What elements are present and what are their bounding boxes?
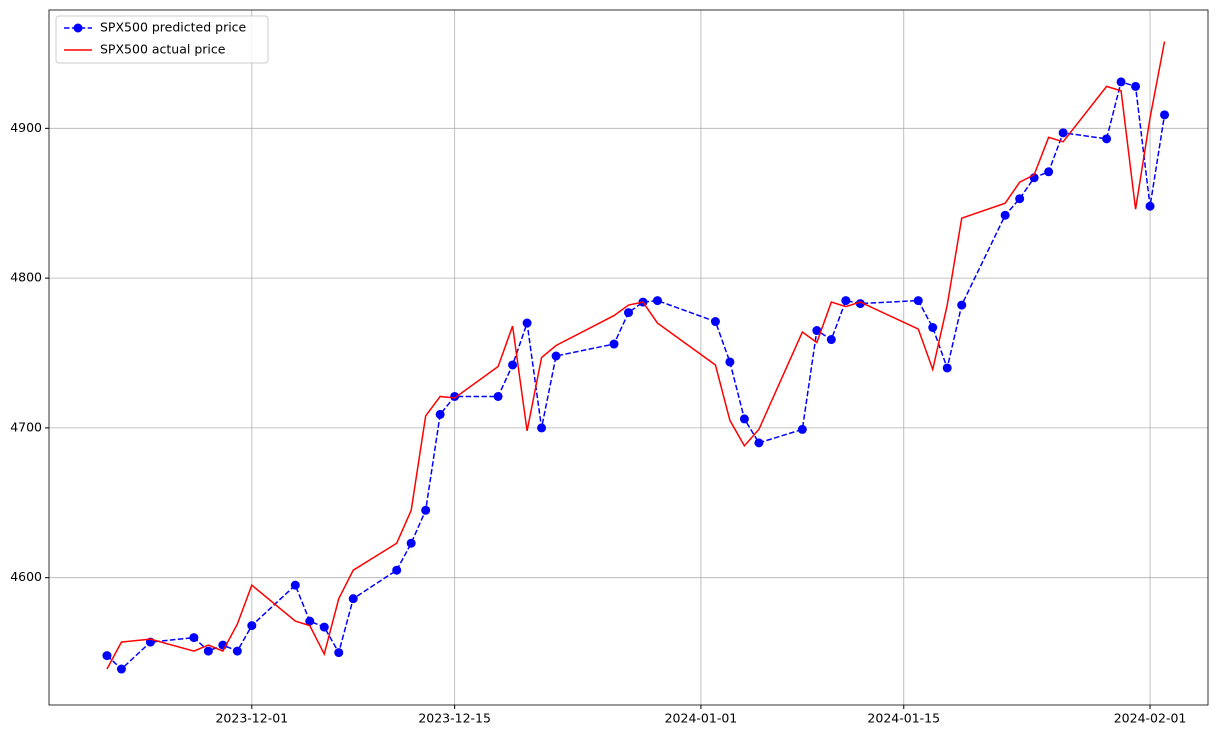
y-tick-label: 4800 xyxy=(10,270,42,285)
point xyxy=(1131,81,1141,91)
point xyxy=(1044,167,1054,177)
point xyxy=(652,296,662,306)
point xyxy=(203,646,213,656)
point xyxy=(609,339,619,349)
point xyxy=(189,633,199,643)
point xyxy=(1058,128,1068,138)
point xyxy=(710,317,720,327)
legend-box xyxy=(55,15,269,64)
y-tick-label: 4700 xyxy=(10,419,42,434)
point xyxy=(435,409,445,419)
point xyxy=(406,538,416,548)
point xyxy=(392,565,402,575)
point xyxy=(754,438,764,448)
point xyxy=(348,594,358,604)
point xyxy=(913,296,923,306)
point xyxy=(725,357,735,367)
point xyxy=(797,424,807,434)
point xyxy=(957,300,967,310)
point xyxy=(116,664,126,674)
point xyxy=(551,351,561,361)
series-line xyxy=(106,41,1166,670)
point xyxy=(247,621,257,631)
point xyxy=(102,651,112,661)
point xyxy=(1145,201,1155,211)
point xyxy=(522,318,532,328)
x-tick-label: 2023-12-01 xyxy=(215,711,288,726)
point xyxy=(942,363,952,373)
point xyxy=(812,326,822,336)
point xyxy=(305,616,315,626)
point xyxy=(1015,194,1025,204)
x-tick-label: 2024-01-15 xyxy=(867,711,940,726)
plot-frame xyxy=(48,9,1209,706)
x-tick-label: 2023-12-15 xyxy=(418,711,491,726)
point xyxy=(334,648,344,658)
point xyxy=(826,335,836,345)
legend-label: SPX500 actual price xyxy=(100,42,226,57)
point xyxy=(537,423,547,433)
point xyxy=(1160,110,1170,120)
point xyxy=(1116,77,1126,87)
point xyxy=(1102,134,1112,144)
point xyxy=(450,391,460,401)
point xyxy=(232,646,242,656)
x-tick-label: 2024-01-01 xyxy=(665,711,738,726)
point xyxy=(841,296,851,306)
y-tick-label: 4900 xyxy=(10,120,42,135)
point xyxy=(508,360,518,370)
legend-label: SPX500 predicted price xyxy=(100,20,247,35)
point xyxy=(1000,210,1010,220)
point xyxy=(421,505,431,515)
point xyxy=(290,580,300,590)
point xyxy=(624,308,633,318)
legend-marker xyxy=(73,23,83,33)
point xyxy=(493,391,503,401)
point xyxy=(739,414,749,424)
point xyxy=(855,299,865,309)
point xyxy=(319,622,329,632)
y-tick-label: 4600 xyxy=(10,569,42,584)
x-tick-label: 2024-02-01 xyxy=(1114,711,1187,726)
series-line xyxy=(106,80,1166,671)
point xyxy=(928,323,938,333)
